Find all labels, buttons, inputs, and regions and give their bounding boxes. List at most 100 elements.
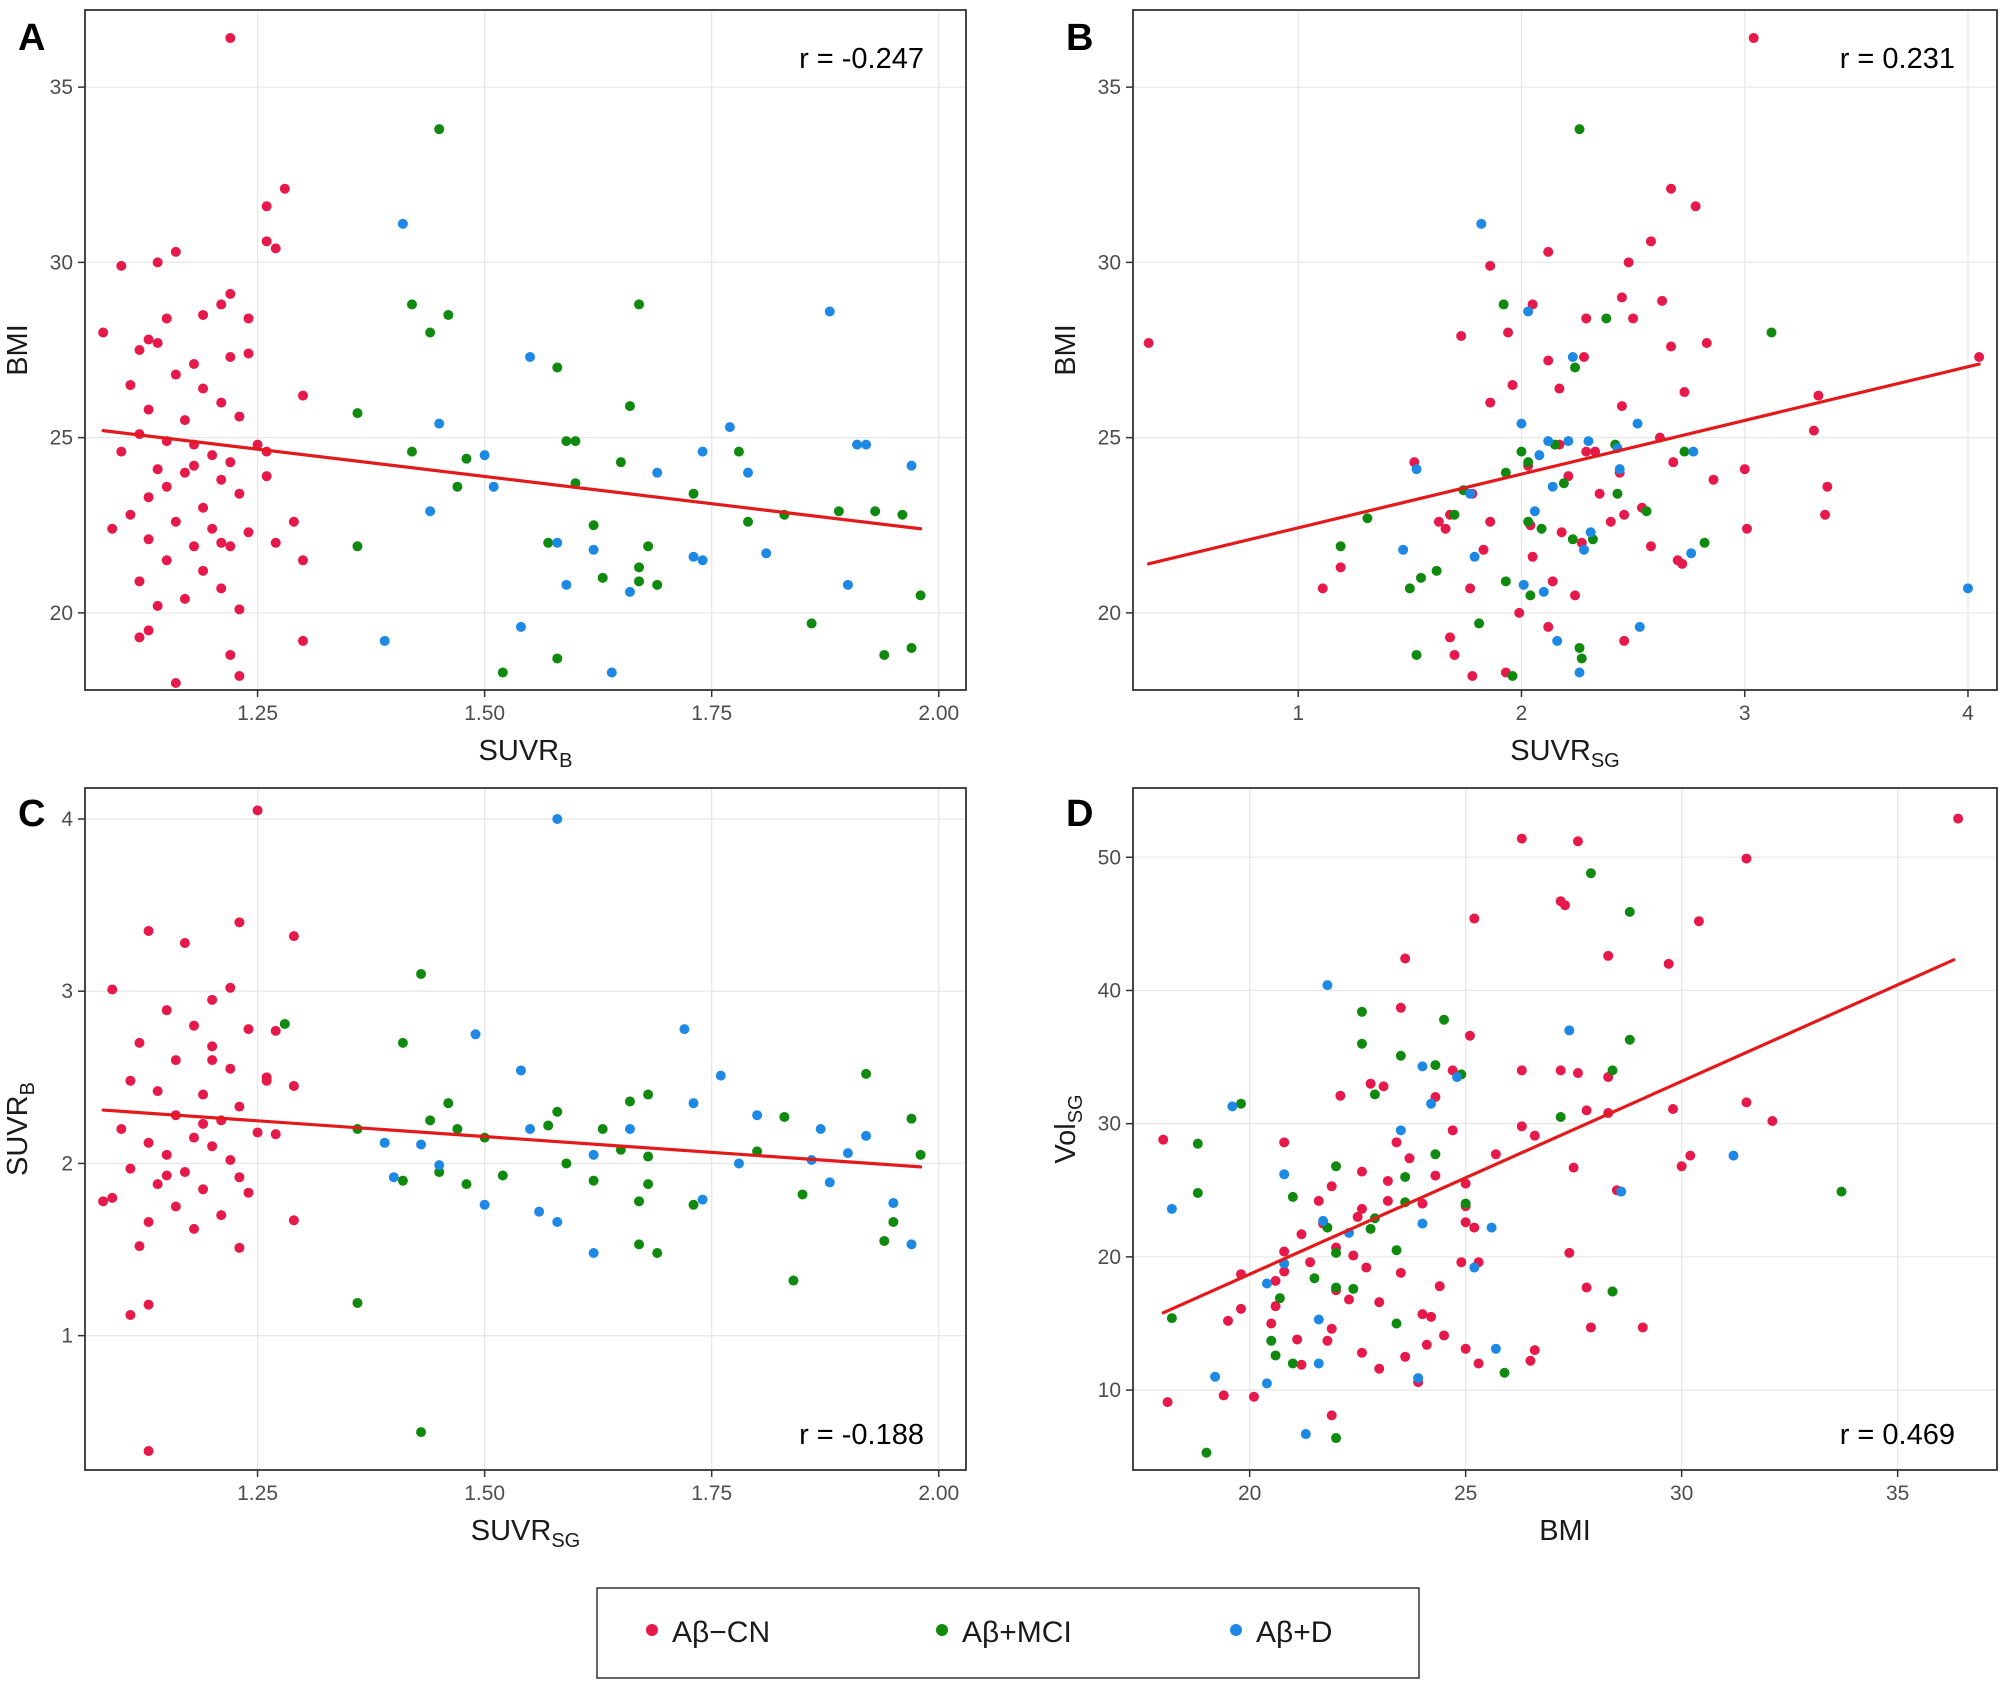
- legend-box: [596, 1587, 1420, 1679]
- legend-label-d: Aβ+D: [1256, 1616, 1332, 1649]
- point-mci: [1201, 1447, 1212, 1458]
- point-mci: [1555, 1112, 1566, 1123]
- point-d: [861, 1130, 872, 1141]
- point-d: [1465, 488, 1476, 499]
- y-tick-label: 20: [1098, 1246, 1121, 1269]
- point-cn: [1395, 1267, 1406, 1278]
- point-cn: [1317, 583, 1328, 594]
- point-mci: [1365, 1223, 1376, 1234]
- point-mci: [806, 618, 817, 629]
- point-d: [842, 579, 853, 590]
- point-cn: [1514, 607, 1525, 618]
- point-cn: [1485, 516, 1496, 527]
- point-mci: [1576, 653, 1587, 664]
- point-mci: [1400, 1171, 1411, 1182]
- point-cn: [1585, 1322, 1596, 1333]
- point-cn: [1335, 1090, 1346, 1101]
- point-cn: [234, 1242, 245, 1253]
- point-cn: [143, 334, 154, 345]
- point-cn: [225, 649, 236, 660]
- point-cn: [152, 600, 163, 611]
- point-cn: [1594, 488, 1605, 499]
- point-cn: [207, 1041, 218, 1052]
- y-tick-label: 25: [50, 427, 73, 450]
- point-cn: [1748, 33, 1759, 44]
- point-mci: [634, 299, 645, 310]
- point-d: [1614, 464, 1625, 475]
- point-cn: [198, 1184, 209, 1195]
- point-cn: [1568, 1162, 1579, 1173]
- point-mci: [1395, 1050, 1406, 1061]
- point-cn: [1218, 1390, 1229, 1401]
- point-d: [1395, 1125, 1406, 1136]
- point-mci: [1449, 509, 1460, 520]
- point-cn: [188, 460, 199, 471]
- point-cn: [1400, 953, 1411, 964]
- point-cn: [1236, 1303, 1246, 1314]
- point-cn: [188, 359, 199, 370]
- point-cn: [198, 383, 209, 394]
- point-mci: [597, 572, 608, 583]
- point-mci: [452, 1124, 463, 1134]
- point-cn: [1605, 516, 1616, 527]
- point-cn: [152, 1179, 163, 1190]
- point-cn: [1322, 1335, 1333, 1346]
- point-cn: [143, 1299, 154, 1310]
- point-d: [1728, 1150, 1739, 1161]
- point-cn: [1690, 201, 1701, 212]
- point-cn: [288, 516, 299, 527]
- point-mci: [1516, 446, 1527, 457]
- legend-marker-cn: [646, 1624, 658, 1636]
- legend-marker-d: [1230, 1624, 1242, 1636]
- point-cn: [170, 246, 181, 257]
- x-axis-title-base: SUVR: [1510, 735, 1591, 767]
- point-mci: [352, 541, 363, 552]
- point-cn: [207, 1141, 218, 1152]
- point-mci: [1699, 537, 1710, 548]
- point-cn: [225, 1155, 236, 1165]
- point-cn: [152, 464, 163, 475]
- point-mci: [652, 1248, 663, 1258]
- point-cn: [1378, 1081, 1389, 1092]
- point-mci: [352, 1297, 363, 1308]
- panel-letter: D: [1066, 793, 1093, 835]
- point-cn: [161, 555, 172, 566]
- x-tick-label: 1.25: [237, 1482, 278, 1505]
- point-d: [906, 1239, 917, 1250]
- point-cn: [1464, 1030, 1475, 1041]
- point-cn: [134, 345, 145, 355]
- point-d: [1166, 1203, 1177, 1214]
- point-d: [1411, 464, 1422, 475]
- point-d: [515, 1065, 526, 1076]
- point-mci: [879, 1235, 890, 1246]
- point-cn: [1469, 1222, 1480, 1233]
- legend-label-mci: Aβ+MCI: [962, 1616, 1072, 1649]
- point-cn: [179, 467, 190, 478]
- point-mci: [552, 1106, 563, 1117]
- point-d: [824, 1177, 835, 1188]
- point-d: [697, 446, 708, 457]
- point-cn: [1974, 352, 1985, 363]
- point-mci: [543, 537, 554, 548]
- point-cn: [134, 1241, 145, 1252]
- point-cn: [225, 33, 236, 44]
- point-mci: [643, 1151, 654, 1162]
- point-cn: [216, 537, 227, 548]
- point-cn: [234, 488, 245, 499]
- point-cn: [179, 1167, 190, 1178]
- point-cn: [1270, 1275, 1281, 1286]
- point-cn: [1490, 1149, 1501, 1160]
- point-d: [552, 814, 563, 824]
- point-cn: [107, 1192, 118, 1203]
- point-mci: [1624, 906, 1635, 917]
- panel-d: 20 25 30 35 10 20 30 40 50 BMI VolSG Dr = 0.469: [1050, 787, 1998, 1547]
- y-tick-label: 3: [61, 980, 73, 1003]
- point-cn: [188, 1020, 199, 1031]
- point-d: [425, 506, 436, 517]
- point-d: [1476, 218, 1487, 229]
- point-d: [1632, 418, 1643, 429]
- point-mci: [1624, 1034, 1635, 1045]
- point-mci: [1558, 478, 1569, 489]
- point-mci: [1607, 1286, 1618, 1297]
- point-cn: [297, 555, 308, 566]
